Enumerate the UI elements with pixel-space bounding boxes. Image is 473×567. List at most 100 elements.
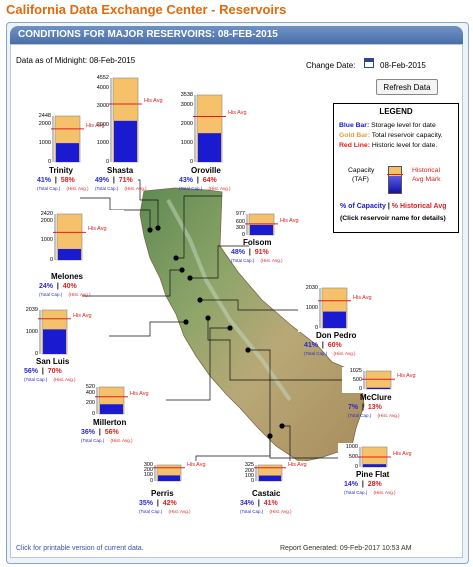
reservoir-name-melones[interactable]: Melones <box>51 272 84 281</box>
castaic-tick-label: 325 <box>244 461 254 468</box>
trinity-pct-separator: | <box>51 177 61 184</box>
reservoir-name-trinity[interactable]: Trinity <box>49 166 74 175</box>
san-luis-pct-hist-avg: 70% <box>47 368 62 375</box>
trinity-pct-capacity: 41% <box>37 177 52 184</box>
pine-flat-hist-avg-sub-label: (Hist. Avg.) <box>373 490 396 495</box>
pine-flat-total-cap-label: (Total Cap.) <box>344 490 368 495</box>
millerton-his-avg-label: His Avg <box>130 390 149 397</box>
shasta-percentages: 49% | 71% <box>95 177 133 184</box>
don-pedro-connector-line <box>200 299 322 311</box>
change-date-value[interactable]: 08-Feb-2015 <box>380 61 426 70</box>
mcclure-sub-labels: (Total Cap.) (Hist. Avg.) <box>348 413 399 418</box>
oroville-his-avg-label: His Avg <box>228 110 247 117</box>
trinity-tick-label: 2000 <box>38 120 51 127</box>
trinity-tick-label: 0 <box>47 158 51 165</box>
reservoir-name-folsom[interactable]: Folsom <box>243 238 272 247</box>
reservoir-name-don-pedro[interactable]: Don Pedro <box>316 331 357 340</box>
pine-flat-his-avg-label: His Avg <box>393 451 412 457</box>
san-luis-sub-labels: (Total Cap.) (Hist. Avg.) <box>24 377 75 382</box>
refresh-data-button[interactable]: Refresh Data <box>376 79 438 95</box>
folsom-pct-hist-avg: 91% <box>254 249 269 256</box>
folsom-hist-avg-sub-label: (Hist. Avg.) <box>260 258 283 263</box>
perris-tick-label: 0 <box>149 477 153 484</box>
san-luis-his-avg-label: His Avg <box>73 312 92 319</box>
legend-red-key: Red Line: <box>339 142 370 149</box>
reservoir-name-san-luis[interactable]: San Luis <box>36 357 70 366</box>
shasta-his-avg-label: His Avg <box>144 98 163 105</box>
legend-blue-key: Blue Bar: <box>339 122 370 129</box>
millerton-percentages: 36% | 56% <box>81 429 119 436</box>
castaic-pct-separator: | <box>254 500 264 507</box>
folsom-his-avg-label: His Avg <box>280 217 299 224</box>
millerton-connector-line <box>124 327 230 401</box>
legend-separator: | <box>387 203 390 210</box>
don-pedro-hist-avg-sub-label: (Hist. Avg.) <box>333 351 356 356</box>
trinity-percentages: 41% | 58% <box>37 177 75 184</box>
change-date-label: Change Date: <box>306 61 356 70</box>
folsom-tick-label: 600 <box>235 218 245 225</box>
calendar-icon[interactable] <box>364 58 374 68</box>
mcclure-capacity-bar <box>365 370 392 390</box>
castaic-pct-capacity: 34% <box>240 500 255 507</box>
pine-flat-pct-hist-avg: 28% <box>367 481 382 488</box>
castaic-tick-label: 200 <box>244 467 254 474</box>
legend-pct-hist: % Historical Avg <box>391 203 447 210</box>
pine-flat-percentages: 14% | 28% <box>344 481 382 488</box>
san-luis-total-cap-label: (Total Cap.) <box>24 377 48 382</box>
san-luis-tick-label: 2039 <box>25 306 38 313</box>
oroville-tick-label: 0 <box>189 158 193 165</box>
millerton-tick-label: 400 <box>85 389 95 396</box>
folsom-percentages: 48% | 91% <box>231 249 269 256</box>
melones-sub-labels: (Total Cap.) (Hist. Avg.) <box>39 292 90 297</box>
don-pedro-location-dot <box>197 297 203 303</box>
reservoir-name-mcclure[interactable]: McClure <box>360 393 392 402</box>
legend-red-text: Historic level for date. <box>371 142 438 149</box>
shasta-tick-label: 0 <box>105 158 109 165</box>
reservoir-name-castaic[interactable]: Castaic <box>252 489 281 498</box>
perris-storage-bar <box>158 475 180 481</box>
pine-flat-pct-separator: | <box>358 481 368 488</box>
perris-percentages: 35% | 42% <box>139 500 177 507</box>
melones-his-avg-label: His Avg <box>88 226 107 233</box>
shasta-pct-separator: | <box>109 177 119 184</box>
folsom-sub-labels: (Total Cap.) (Hist. Avg.) <box>231 258 282 263</box>
millerton-storage-bar <box>100 404 123 414</box>
legend-gold-text: Total reservoir capacity. <box>371 132 443 139</box>
pine-flat-storage-bar <box>363 464 386 467</box>
legend-avg-mark-label: Avg Mark <box>412 176 441 183</box>
millerton-hist-avg-sub-label: (Hist. Avg.) <box>110 438 133 443</box>
mcclure-pct-hist-avg: 13% <box>367 404 382 411</box>
millerton-pct-hist-avg: 56% <box>104 429 119 436</box>
castaic-hist-avg-sub-label: (Hist. Avg.) <box>269 509 292 514</box>
legend-taf-label: (TAF) <box>352 176 369 183</box>
mcclure-his-avg-label: His Avg <box>397 373 416 380</box>
perris-tick-label: 100 <box>143 472 153 479</box>
mcclure-tick-label: 500 <box>352 376 362 383</box>
melones-connector-line <box>82 269 182 297</box>
reservoir-name-oroville[interactable]: Oroville <box>191 166 221 175</box>
reservoir-name-pine-flat[interactable]: Pine Flat <box>356 470 390 479</box>
reservoir-name-millerton[interactable]: Millerton <box>93 418 127 427</box>
melones-pct-separator: | <box>53 283 63 290</box>
mcclure-connector-line <box>207 318 366 381</box>
shasta-tick-label: 1000 <box>96 140 109 147</box>
castaic-pct-hist-avg: 41% <box>263 500 278 507</box>
pine-flat-pct-capacity: 14% <box>344 481 359 488</box>
reservoir-name-shasta[interactable]: Shasta <box>107 166 134 175</box>
perris-his-avg-label: His Avg <box>187 461 206 468</box>
perris-tick-label: 300 <box>143 461 153 468</box>
melones-hist-avg-sub-label: (Hist. Avg.) <box>68 292 91 297</box>
san-luis-location-dot <box>183 319 189 325</box>
don-pedro-sub-labels: (Total Cap.) (Hist. Avg.) <box>304 351 355 356</box>
melones-tick-label: 2000 <box>40 218 53 225</box>
reservoir-name-perris[interactable]: Perris <box>151 489 174 498</box>
perris-pct-capacity: 35% <box>139 500 154 507</box>
legend-pct-capacity: % of Capacity <box>340 203 386 210</box>
pine-flat-tick-label: 0 <box>354 463 358 470</box>
legend-box: LEGEND Blue Bar: Storage level for date … <box>333 103 459 233</box>
shasta-tick-label: 3000 <box>96 103 109 110</box>
printable-version-link[interactable]: Click for printable version of current d… <box>16 545 144 552</box>
perris-pct-hist-avg: 42% <box>162 500 177 507</box>
trinity-total-cap-label: (Total Cap.) <box>37 186 61 191</box>
castaic-storage-bar <box>259 475 281 481</box>
